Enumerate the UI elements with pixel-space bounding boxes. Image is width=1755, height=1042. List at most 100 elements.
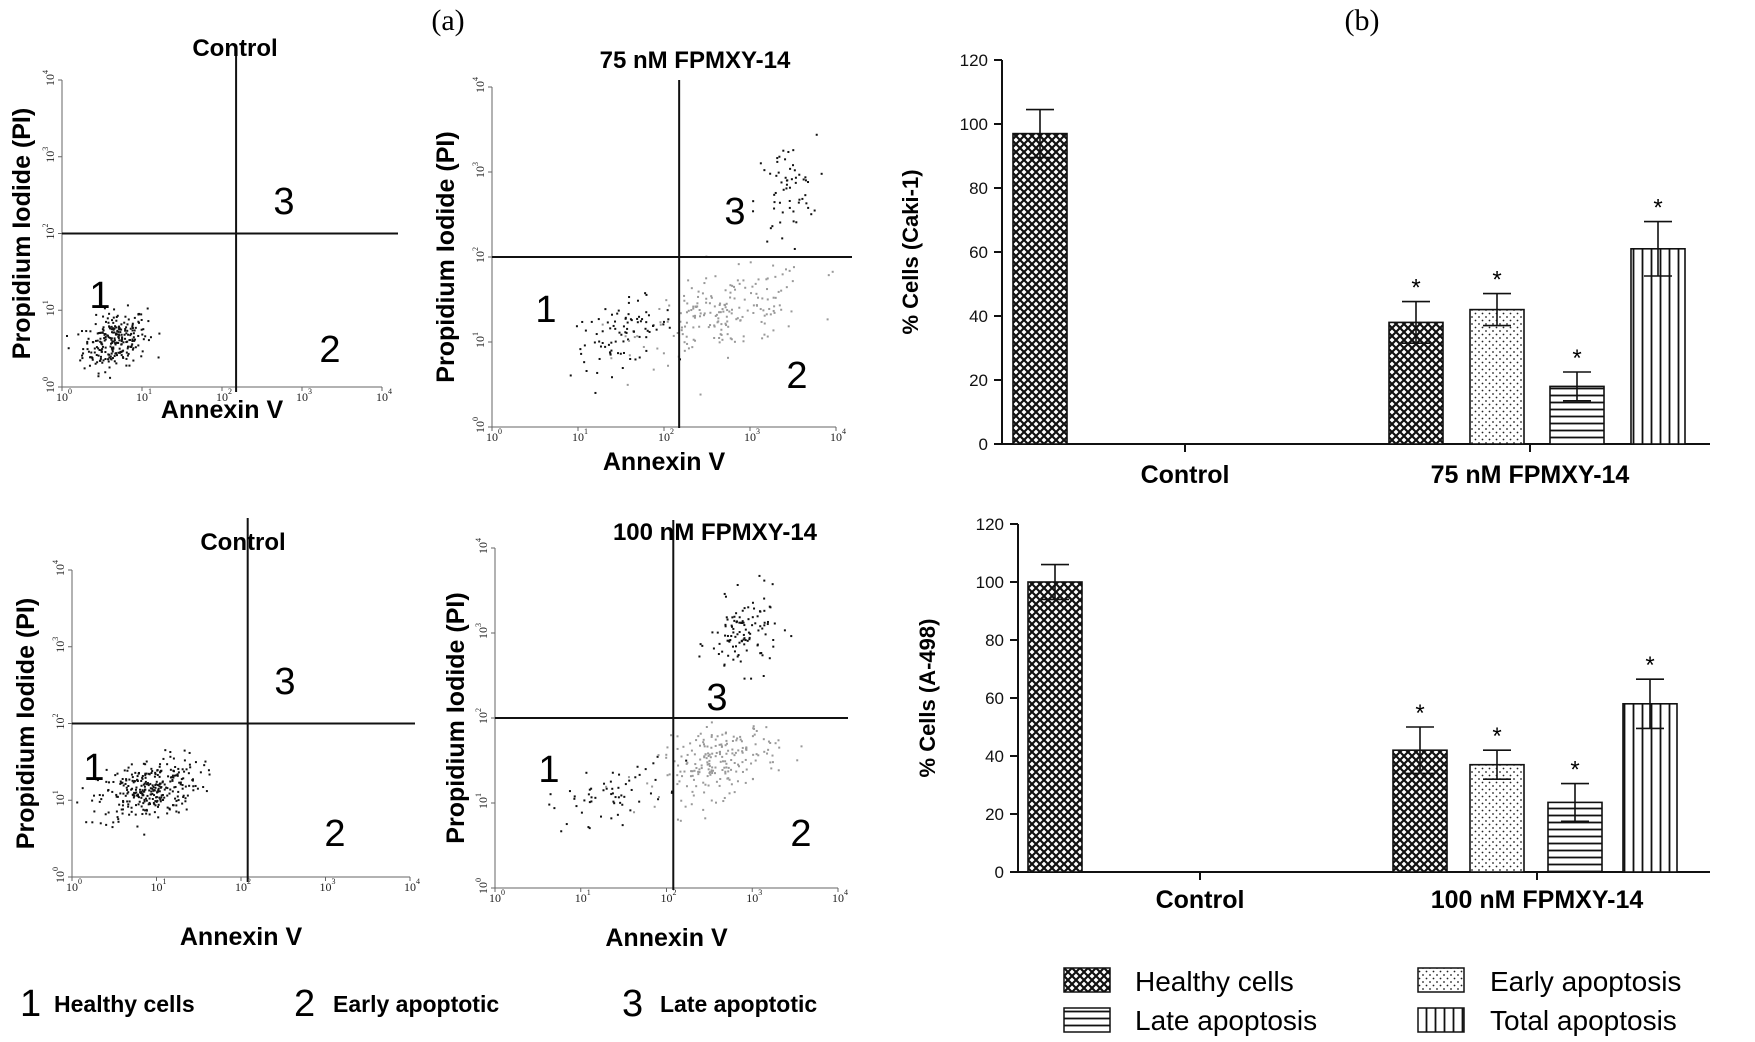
event-dot (115, 316, 118, 319)
event-dot (157, 816, 160, 819)
event-dot (736, 583, 739, 586)
event-dot (683, 294, 686, 297)
event-dot (98, 349, 101, 352)
event-dot (713, 324, 716, 327)
event-dot (753, 607, 756, 610)
event-dot (713, 325, 716, 328)
y-tick-label: 20 (969, 371, 988, 390)
event-dot (698, 325, 701, 328)
key-number-2: 2 (294, 983, 315, 1025)
event-dot (789, 167, 792, 170)
event-dot (136, 780, 139, 783)
event-dot (119, 782, 122, 785)
event-dot (171, 790, 174, 793)
event-dot (741, 746, 744, 749)
event-dot (685, 321, 688, 324)
event-dot (132, 781, 135, 784)
event-dot (764, 633, 767, 636)
event-dot (598, 340, 601, 343)
event-dot (118, 325, 121, 328)
y-axis-label: % Cells (Caki-1) (898, 169, 923, 334)
event-dot (614, 796, 617, 799)
event-dot (785, 187, 788, 190)
event-dot (672, 334, 675, 337)
event-dot (81, 354, 84, 357)
event-dot (763, 579, 766, 582)
event-dot (733, 619, 736, 622)
event-dot (583, 799, 586, 802)
event-dot (721, 338, 724, 341)
event-dot (692, 305, 695, 308)
event-dot (702, 314, 705, 317)
event-dot (778, 746, 781, 749)
event-dot (771, 583, 774, 586)
event-dot (83, 367, 86, 370)
event-dot (125, 778, 128, 781)
x-axis-label: Annexin V (180, 923, 303, 951)
x-tick-exponent: 2 (247, 877, 251, 886)
event-dot (199, 771, 202, 774)
event-dot (798, 173, 801, 176)
event-dot (604, 308, 607, 311)
event-dot (630, 788, 633, 791)
x-tick-exponent: 1 (584, 427, 588, 436)
event-dot (710, 295, 713, 298)
event-dot (730, 312, 733, 315)
event-dot (744, 628, 747, 631)
event-dot (713, 336, 716, 339)
event-dot (706, 763, 709, 766)
key-label-early: Early apoptotic (333, 991, 499, 1017)
event-dot (128, 364, 131, 367)
event-dot (163, 783, 166, 786)
event-dot (151, 787, 154, 790)
event-dot (665, 753, 668, 756)
event-dot (146, 782, 149, 785)
event-dot (769, 227, 772, 230)
event-dot (110, 338, 113, 341)
event-dot (194, 761, 197, 764)
event-dot (152, 785, 155, 788)
event-dot (719, 311, 722, 314)
event-dot (648, 330, 651, 333)
event-dot (781, 237, 784, 240)
event-dot (665, 756, 668, 759)
event-dot (128, 800, 131, 803)
event-dot (97, 347, 100, 350)
event-dot (720, 323, 723, 326)
event-dot (731, 616, 734, 619)
y-tick-label: 10 (476, 542, 490, 554)
event-dot (628, 779, 631, 782)
event-dot (777, 171, 780, 174)
event-dot (142, 808, 145, 811)
event-dot (718, 304, 721, 307)
event-dot (652, 762, 655, 765)
event-dot (725, 762, 728, 765)
event-dot (709, 311, 712, 314)
x-tick-exponent: 0 (501, 888, 505, 897)
event-dot (138, 800, 141, 803)
event-dot (656, 347, 659, 350)
event-dot (685, 785, 688, 788)
event-dot (109, 355, 112, 358)
event-dot (89, 330, 92, 333)
event-dot (651, 785, 654, 788)
y-tick-label: 10 (473, 421, 487, 433)
event-dot (721, 308, 724, 311)
event-dot (110, 337, 113, 340)
y-tick-label: 100 (976, 573, 1004, 592)
event-dot (89, 356, 92, 359)
event-dot (102, 329, 105, 332)
key-number-3: 3 (622, 983, 643, 1025)
event-dot (117, 351, 120, 354)
event-dot (177, 799, 180, 802)
y-tick-label: 10 (473, 251, 487, 263)
event-dot (763, 750, 766, 753)
event-dot (594, 391, 597, 394)
event-dot (179, 783, 182, 786)
event-dot (120, 340, 123, 343)
event-dot (624, 783, 627, 786)
event-dot (762, 309, 765, 312)
event-dot (781, 211, 784, 214)
flow-plot-3: 10 0 10 1 10 2 10 3 10 4100101102103104ControlAnn… (12, 518, 420, 951)
event-dot (738, 282, 741, 285)
